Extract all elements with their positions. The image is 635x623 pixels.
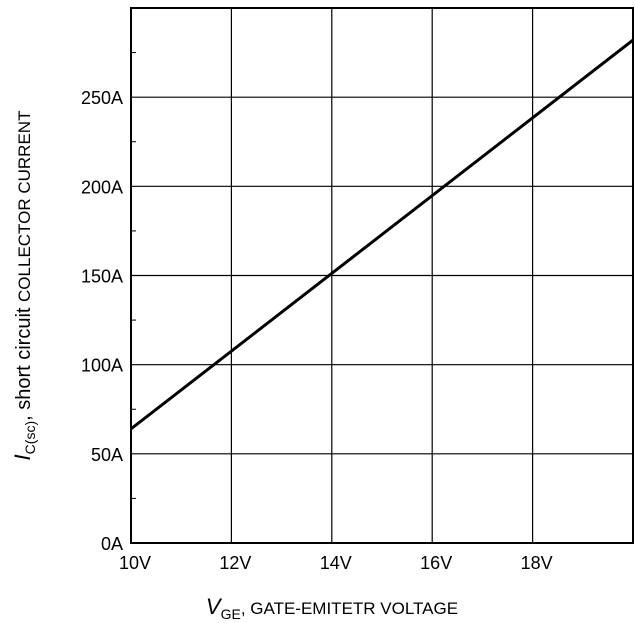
y-axis-text-small: COLLECTOR CURRENT xyxy=(15,111,34,302)
y-tick-label: 250A xyxy=(81,88,123,108)
y-tick-label: 0A xyxy=(101,534,123,554)
x-tick-label: 16V xyxy=(420,553,452,573)
y-axis-symbol: I xyxy=(10,454,35,460)
x-tick-label: 14V xyxy=(320,553,352,573)
tick-labels: 10V 12V 14V 16V 18V 0A 50A 100A 150A 200A 250A xyxy=(81,88,553,573)
x-tick-label: 10V xyxy=(119,553,151,573)
x-tick-label: 12V xyxy=(219,553,251,573)
series-line xyxy=(131,38,633,431)
plot-frame xyxy=(130,7,634,544)
y-axis-subscript: C(sc) xyxy=(22,421,38,454)
y-axis-title: IC(sc), short circuit COLLECTOR CURRENT xyxy=(10,111,38,461)
y-axis-text-main: , short circuit xyxy=(13,302,35,421)
grid xyxy=(131,8,633,543)
x-axis-title: VGE, GATE-EMITETR VOLTAGE xyxy=(206,594,458,622)
x-axis-symbol: V xyxy=(206,594,223,619)
y-tick-label: 50A xyxy=(91,445,123,465)
y-tick-label: 100A xyxy=(81,356,123,376)
x-tick-label: 18V xyxy=(521,553,553,573)
x-axis-subscript: GE xyxy=(221,606,241,622)
series-layer xyxy=(131,38,633,431)
x-axis-text: , GATE-EMITETR VOLTAGE xyxy=(241,599,458,618)
y-tick-label: 150A xyxy=(81,267,123,287)
y-tick-label: 200A xyxy=(81,177,123,197)
